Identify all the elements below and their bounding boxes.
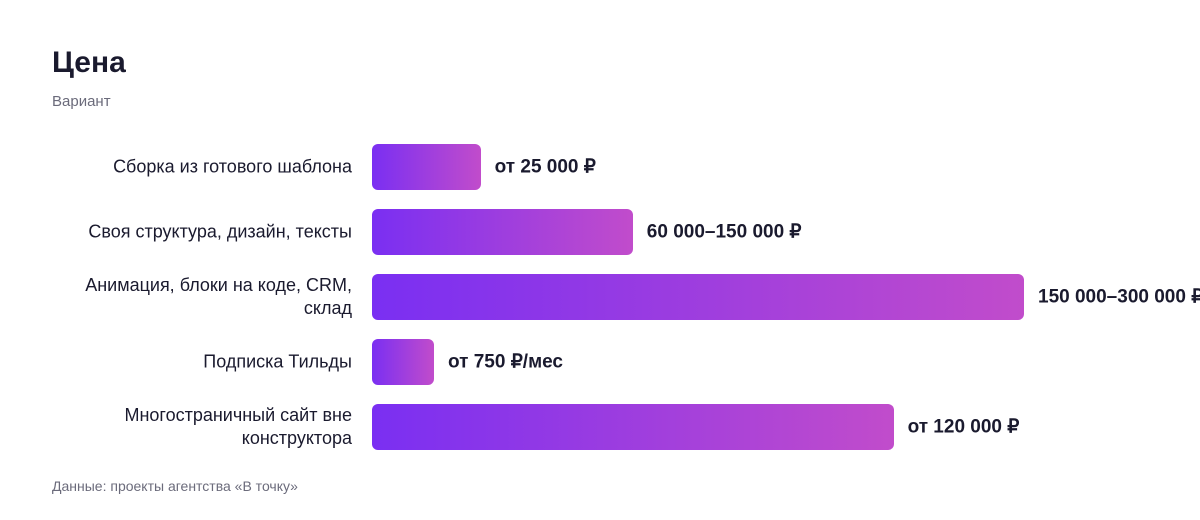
category-label: Подписка Тильды bbox=[203, 351, 352, 372]
bar bbox=[372, 209, 633, 255]
category-label: Своя структура, дизайн, тексты bbox=[88, 221, 352, 242]
category-label: Сборка из готового шаблона bbox=[113, 156, 352, 177]
value-label: от 25 000 ₽ bbox=[494, 156, 596, 178]
value-label: 150 000–300 000 ₽ bbox=[1038, 286, 1200, 308]
source-note: Данные: проекты агентства «В точку» bbox=[52, 478, 298, 494]
chart-title: Цена bbox=[52, 46, 126, 79]
bar bbox=[372, 274, 1024, 320]
bar bbox=[372, 404, 894, 450]
chart-subtitle: Вариант bbox=[52, 93, 111, 110]
value-label: от 120 000 ₽ bbox=[907, 416, 1020, 438]
category-label: Анимация, блоки на коде, CRM, склад bbox=[85, 275, 352, 318]
bar bbox=[372, 339, 434, 385]
value-label: 60 000–150 000 ₽ bbox=[646, 221, 802, 243]
category-label: Многостраничный сайт вне конструктора bbox=[124, 405, 352, 448]
value-label: от 750 ₽/мес bbox=[448, 351, 564, 373]
bar bbox=[372, 144, 481, 190]
